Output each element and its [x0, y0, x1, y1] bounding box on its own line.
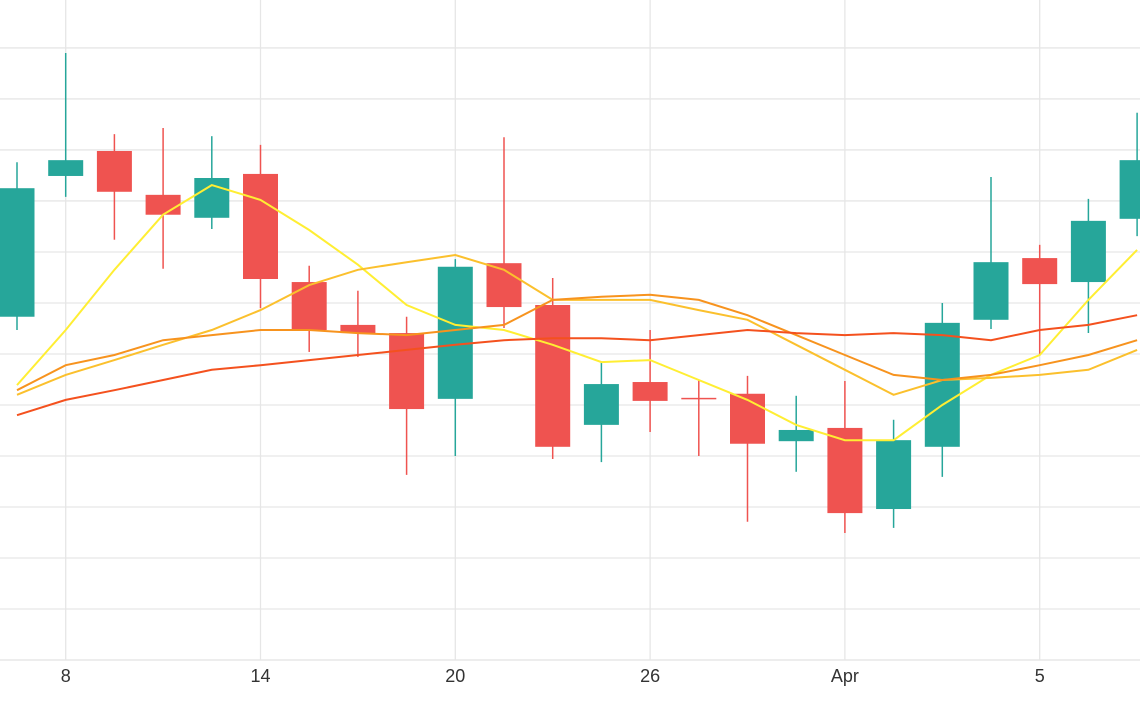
x-tick-label: 8: [61, 666, 71, 686]
x-axis: 8 14 20 26 Apr 5: [0, 659, 1140, 686]
candle-body: [194, 178, 230, 218]
x-tick-label: 26: [640, 666, 660, 686]
candle-body: [291, 282, 327, 330]
x-tick-label: Apr: [831, 666, 859, 686]
candle-body: [340, 324, 376, 334]
candle-body: [96, 150, 132, 192]
candle-body: [681, 397, 717, 400]
candle-body: [1022, 258, 1058, 285]
x-tick-label: 14: [250, 666, 270, 686]
candle-body: [437, 266, 473, 399]
candle-body: [876, 440, 912, 510]
candle-body: [1119, 160, 1140, 219]
moving-average-line: [16, 314, 1138, 417]
candle-body: [145, 194, 181, 215]
candle-body: [827, 427, 863, 514]
candle-body: [0, 188, 35, 317]
candle-body: [730, 393, 765, 444]
plot-area: [0, 53, 1140, 533]
candle-body: [48, 160, 84, 176]
candle-body: [778, 429, 814, 442]
moving-average-line: [16, 184, 1138, 442]
candle-body: [389, 333, 425, 410]
moving-average-line: [16, 293, 1138, 392]
candle-body: [632, 382, 668, 401]
moving-average-line: [16, 253, 1138, 396]
x-tick-label: 20: [445, 666, 465, 686]
candle-body: [924, 322, 960, 447]
candle-body: [583, 384, 619, 425]
x-tick-label: 5: [1035, 666, 1045, 686]
candle-body: [973, 262, 1009, 320]
candle-body: [243, 173, 278, 279]
candle-body: [1070, 220, 1106, 283]
candle-body: [535, 305, 571, 447]
